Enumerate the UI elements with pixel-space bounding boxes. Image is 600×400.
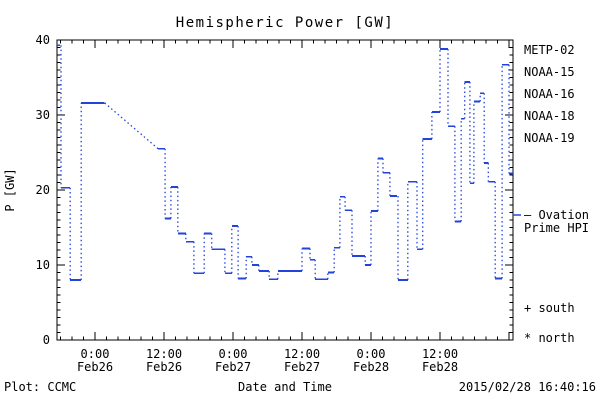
y-tick-label: 40 xyxy=(36,33,50,47)
x-tick-time-label: 0:00 xyxy=(81,347,110,361)
axis-ticks xyxy=(57,39,513,341)
hemisphere-markers: + south * north xyxy=(524,301,575,345)
south-marker-label: + south xyxy=(524,301,575,315)
y-tick-label: 30 xyxy=(36,108,50,122)
y-tick-label: 20 xyxy=(36,183,50,197)
north-marker-label: * north xyxy=(524,331,575,345)
x-tick-time-label: 0:00 xyxy=(219,347,248,361)
ovation-label-line1: — Ovation xyxy=(524,208,589,222)
chart-title: Hemispheric Power [GW] xyxy=(176,15,394,31)
y-tick-label: 0 xyxy=(43,333,50,347)
legend-metp-02: METP-02 xyxy=(524,43,575,57)
x-tick-time-label: 0:00 xyxy=(357,347,386,361)
x-tick-date-label: Feb26 xyxy=(77,360,113,374)
legend-noaa-15: NOAA-15 xyxy=(524,65,575,79)
plot-credit: Plot: CCMC xyxy=(4,380,76,394)
legend-noaa-19: NOAA-19 xyxy=(524,131,575,145)
x-axis-label: Date and Time xyxy=(238,380,332,394)
x-tick-date-label: Feb28 xyxy=(353,360,389,374)
ovation-label-line2: Prime HPI xyxy=(524,221,589,235)
ovation-legend: — Ovation Prime HPI xyxy=(513,208,589,235)
x-tick-date-label: Feb27 xyxy=(215,360,251,374)
series-connector-dotted-line xyxy=(60,45,510,280)
legend-noaa-16: NOAA-16 xyxy=(524,87,575,101)
plot-frame xyxy=(56,39,514,341)
plot-timestamp: 2015/02/28 16:40:16 xyxy=(459,380,596,394)
axis-tick-labels: 0102030400:00Feb2612:00Feb260:00Feb2712:… xyxy=(36,33,459,374)
footer: Plot: CCMC Date and Time 2015/02/28 16:4… xyxy=(4,380,596,394)
x-tick-date-label: Feb27 xyxy=(284,360,320,374)
series-plateau-line xyxy=(57,44,513,281)
y-axis-label: P [GW] xyxy=(3,168,17,211)
y-tick-label: 10 xyxy=(36,258,50,272)
x-tick-time-label: 12:00 xyxy=(284,347,320,361)
x-tick-date-label: Feb26 xyxy=(146,360,182,374)
x-tick-time-label: 12:00 xyxy=(146,347,182,361)
tick-marks xyxy=(57,39,513,341)
data-series-ovation-prime-hpi xyxy=(57,44,513,281)
x-tick-date-label: Feb28 xyxy=(422,360,458,374)
satellite-legend: METP-02 NOAA-15 NOAA-16 NOAA-18 NOAA-19 xyxy=(524,43,575,145)
legend-noaa-18: NOAA-18 xyxy=(524,109,575,123)
x-tick-time-label: 12:00 xyxy=(422,347,458,361)
